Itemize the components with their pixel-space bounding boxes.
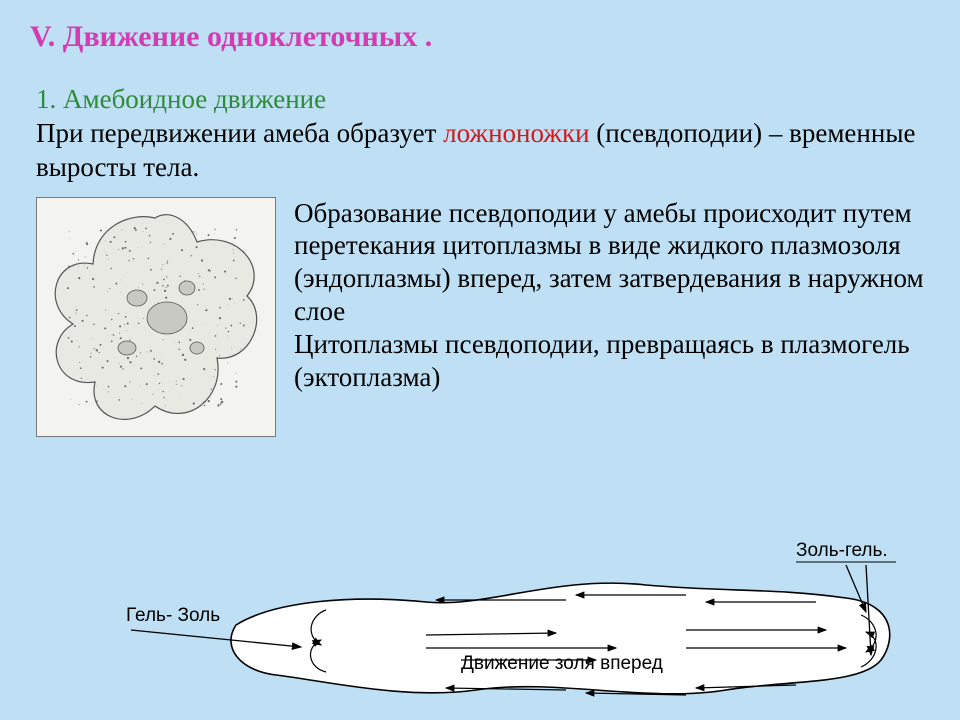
intro-paragraph: При передвижении амеба образует ложнонож… [36, 117, 930, 185]
label-sol-forward: Движение золя вперед [461, 653, 663, 675]
body-paragraph-2: Цитоплазмы псевдоподии, превращаясь в пл… [294, 328, 930, 394]
intro-pre: При передвижении амеба образует [36, 118, 443, 148]
label-gel-sol: Гель- Золь [126, 605, 220, 627]
slide-title: V. Движение одноклеточных . [30, 20, 930, 54]
diagram-svg [126, 540, 946, 720]
body-paragraph-1: Образование псевдоподии у амебы происход… [294, 197, 930, 329]
subheading: 1. Амебоидное движение [36, 84, 930, 115]
amoeba-icon [37, 198, 275, 436]
intro-highlight: ложноножки [443, 118, 589, 148]
sol-gel-diagram: Гель- Золь Движение золя вперед Золь-гел… [126, 540, 946, 720]
slide-root: V. Движение одноклеточных . 1. Амебоидно… [0, 0, 960, 720]
body-text: Образование псевдоподии у амебы происход… [294, 197, 930, 395]
amoeba-figure [36, 197, 276, 437]
label-sol-gel: Золь-гель. [796, 540, 888, 562]
content-row: Образование псевдоподии у амебы происход… [36, 197, 930, 437]
